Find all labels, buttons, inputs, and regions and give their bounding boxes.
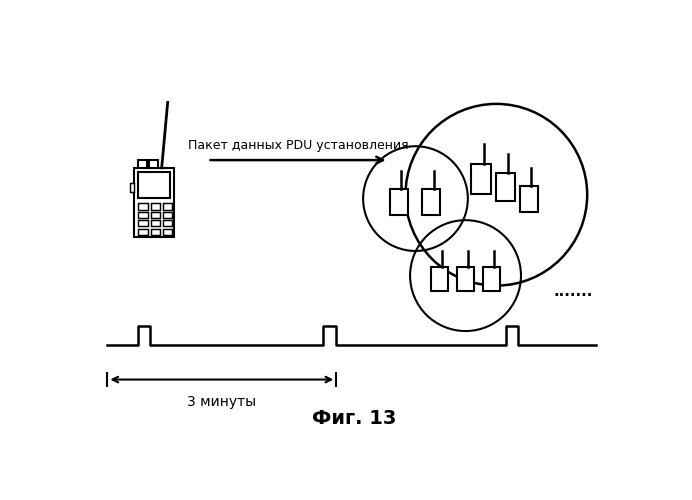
Bar xyxy=(151,212,160,218)
Text: .......: ....... xyxy=(554,284,593,298)
Bar xyxy=(163,204,172,210)
Bar xyxy=(496,173,516,201)
Bar xyxy=(138,229,147,235)
Bar xyxy=(163,220,172,226)
Bar xyxy=(163,229,172,235)
Text: 3 минуты: 3 минуты xyxy=(188,395,257,409)
Bar xyxy=(151,220,160,226)
Bar xyxy=(457,268,474,291)
Bar xyxy=(520,186,538,212)
Bar xyxy=(138,204,147,210)
Bar xyxy=(130,183,134,192)
Bar xyxy=(163,212,172,218)
Bar xyxy=(151,204,160,210)
Bar xyxy=(484,268,500,291)
Bar xyxy=(422,190,440,216)
Bar xyxy=(431,268,448,291)
Bar xyxy=(134,168,174,237)
Text: Фиг. 13: Фиг. 13 xyxy=(313,409,397,428)
Bar xyxy=(149,160,158,168)
Bar xyxy=(151,229,160,235)
Bar xyxy=(138,212,147,218)
Bar xyxy=(138,160,147,168)
Text: Пакет данных PDU установления: Пакет данных PDU установления xyxy=(188,140,408,152)
Bar xyxy=(138,172,170,198)
Bar xyxy=(471,164,491,194)
Bar xyxy=(138,220,147,226)
Bar xyxy=(390,190,408,216)
